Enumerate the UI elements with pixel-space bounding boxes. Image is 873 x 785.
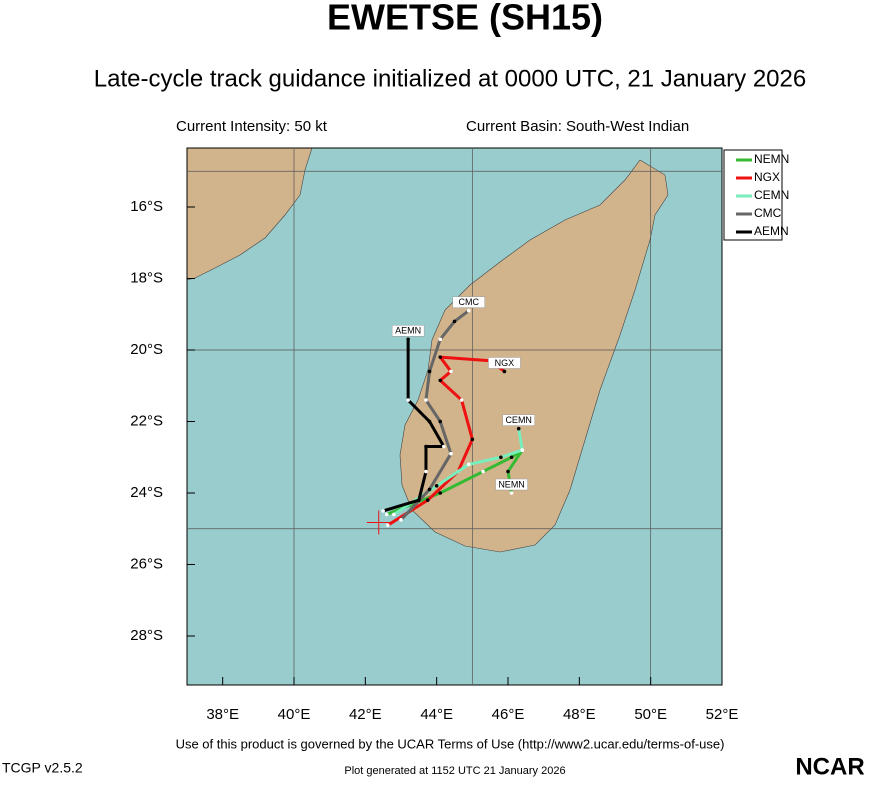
track-point <box>520 448 525 452</box>
legend <box>723 149 783 241</box>
y-tick-label: 22°S <box>130 412 163 429</box>
track-point <box>424 444 428 449</box>
track-label: CEMN <box>505 415 532 425</box>
legend-label: NGX <box>754 170 780 184</box>
track-label: AEMN <box>395 326 421 336</box>
x-tick-label: 40°E <box>278 706 311 723</box>
track-point <box>406 398 410 402</box>
track-point <box>516 426 521 431</box>
track-label: NEMN <box>498 479 525 489</box>
track-point <box>427 487 432 492</box>
track-point <box>442 444 446 449</box>
track-point <box>427 419 432 424</box>
y-tick-label: 24°S <box>130 484 163 501</box>
track-point <box>466 462 471 467</box>
track-point <box>384 512 389 517</box>
track-point <box>438 378 443 383</box>
track-point <box>466 308 471 313</box>
track-point <box>459 398 464 402</box>
track-point <box>438 491 443 495</box>
plot-frame <box>186 147 723 686</box>
x-tick-label: 48°E <box>563 706 596 723</box>
x-tick-label: 38°E <box>206 706 239 723</box>
track-point <box>438 419 443 424</box>
track-point <box>506 469 510 474</box>
x-tick-label: 50°E <box>634 706 667 723</box>
track-label-box <box>488 357 521 369</box>
track-point <box>481 469 485 474</box>
x-tick-label: 52°E <box>706 706 739 723</box>
legend-label: CMC <box>754 206 782 220</box>
track-point <box>438 355 443 359</box>
track <box>382 339 446 513</box>
y-tick-label: 20°S <box>130 341 163 358</box>
x-tick-label: 46°E <box>492 706 525 723</box>
track-point <box>406 337 410 342</box>
legend-label: AEMN <box>754 224 789 238</box>
track-point <box>392 512 396 517</box>
track-point <box>452 319 457 324</box>
track-point <box>381 509 385 513</box>
chart-title: EWETSE (SH15) <box>327 0 603 38</box>
track-point <box>427 369 432 374</box>
track-label: CMC <box>459 297 480 307</box>
track-point <box>434 484 439 488</box>
track-point <box>424 469 428 474</box>
y-tick-label: 18°S <box>130 269 163 286</box>
x-tick-label: 42°E <box>349 706 382 723</box>
legend-label: NEMN <box>754 152 789 166</box>
track-point <box>425 498 430 502</box>
chart-subtitle: Late-cycle track guidance initialized at… <box>94 65 806 92</box>
logo: NCAR <box>795 753 864 780</box>
track-point <box>470 437 475 442</box>
legend-label: CEMN <box>754 188 789 202</box>
y-tick-label: 26°S <box>130 555 163 572</box>
track-point <box>386 523 390 527</box>
track-point <box>449 369 453 374</box>
track-point <box>449 451 453 456</box>
track-point <box>509 455 514 460</box>
track-point <box>502 369 507 374</box>
intensity: Current Intensity: 50 kt <box>176 118 328 135</box>
track-label: NGX <box>495 358 515 368</box>
track-point <box>438 337 443 342</box>
x-tick-label: 44°E <box>420 706 453 723</box>
version: TCGP v2.5.2 <box>2 760 83 776</box>
track-point <box>399 518 403 522</box>
y-tick-label: 16°S <box>130 198 163 215</box>
track-point <box>509 491 514 495</box>
track-label-box <box>502 414 535 426</box>
track <box>387 355 506 527</box>
y-tick-label: 28°S <box>130 627 163 644</box>
track-label-box <box>452 296 486 308</box>
track-point <box>499 455 503 460</box>
generated: Plot generated at 1152 UTC 21 January 20… <box>344 765 565 777</box>
basin: Current Basin: South-West Indian <box>466 118 689 135</box>
terms: Use of this product is governed by the U… <box>176 736 725 751</box>
track-point <box>424 398 428 402</box>
track-label-box <box>391 325 425 337</box>
track-point <box>417 498 421 502</box>
track-label-box <box>495 478 528 491</box>
